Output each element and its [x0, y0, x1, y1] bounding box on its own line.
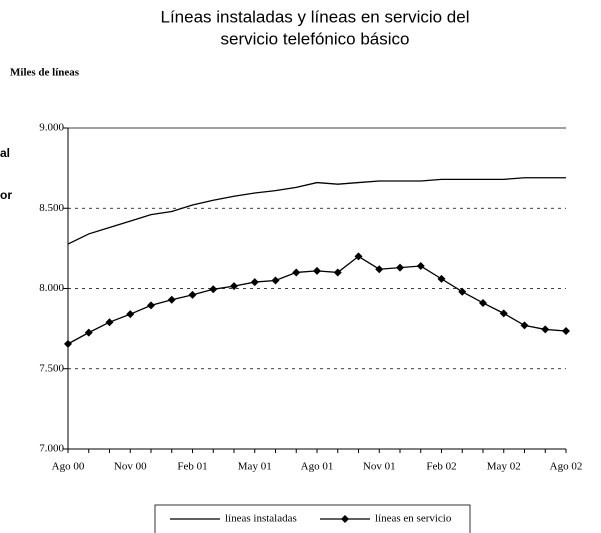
chart-title: Líneas instaladas y líneas en servicio d… [160, 7, 469, 26]
data-point [416, 262, 425, 271]
annotation: or [0, 188, 12, 202]
data-point [147, 301, 155, 310]
y-axis-label: Miles de líneas [10, 67, 80, 79]
x-tick-label: Ago 01 [301, 461, 334, 473]
data-point [209, 285, 218, 294]
legend-marker [341, 515, 349, 523]
data-point [375, 265, 384, 274]
data-point [354, 252, 363, 261]
y-tick-label: 7.000 [39, 443, 64, 455]
data-point [230, 282, 238, 291]
x-tick-label: Feb 01 [177, 461, 207, 473]
legend-label: líneas en servicio [375, 513, 452, 525]
data-point [541, 325, 550, 334]
y-tick-label: 8.000 [39, 282, 64, 294]
data-point [313, 266, 321, 275]
legend-label: líneas instaladas [225, 513, 297, 525]
data-point [479, 298, 487, 307]
x-tick-label: Nov 00 [114, 461, 147, 473]
data-point [126, 310, 135, 319]
data-point [562, 327, 570, 336]
x-tick-label: Feb 02 [426, 461, 456, 473]
data-point [105, 318, 114, 327]
data-point [84, 328, 93, 337]
data-point [499, 309, 508, 318]
x-tick-label: Ago 00 [52, 461, 85, 473]
x-tick-label: May 02 [487, 461, 521, 473]
x-tick-label: May 01 [238, 461, 272, 473]
data-point [333, 268, 342, 277]
chart-title: servicio telefónico básico [221, 29, 410, 48]
data-point [458, 287, 467, 296]
y-tick-label: 7.500 [39, 362, 64, 374]
series-line [67, 177, 566, 245]
x-tick-label: Nov 01 [363, 461, 396, 473]
data-point [250, 278, 259, 287]
data-point [520, 321, 529, 330]
data-point [167, 295, 176, 304]
x-tick-label: Ago 02 [550, 461, 583, 473]
y-tick-label: 9.000 [39, 122, 64, 134]
data-point [188, 290, 197, 299]
data-point [64, 339, 72, 348]
data-point [396, 263, 404, 272]
data-point [437, 274, 446, 283]
y-tick-label: 8.500 [39, 202, 64, 214]
data-point [271, 276, 280, 285]
data-point [292, 268, 301, 277]
annotation: al [0, 146, 10, 160]
